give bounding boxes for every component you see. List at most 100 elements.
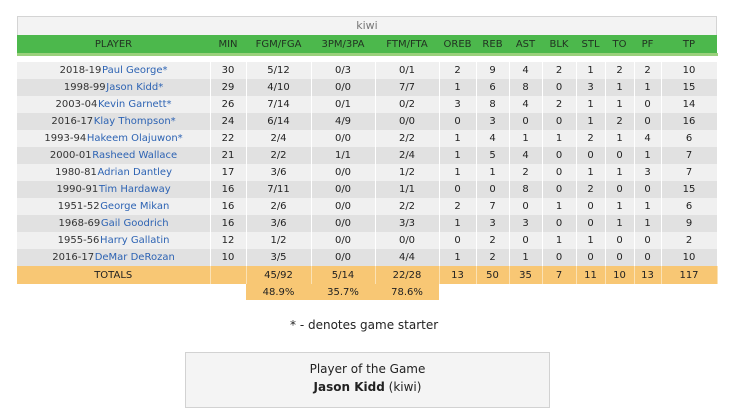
- col-header-to[interactable]: TO: [605, 35, 634, 56]
- stat-oreb: 0: [439, 181, 477, 198]
- col-header-blk[interactable]: BLK: [542, 35, 576, 56]
- totals-row: TOTALS 45/92 5/14 22/28 13 50 35 7 11 10…: [17, 266, 718, 284]
- stat-min: 29: [210, 79, 247, 96]
- stat-tp3: 0/0: [311, 181, 376, 198]
- stat-tp3: 0/0: [311, 130, 376, 147]
- percentages-row: 48.9% 35.7% 78.6%: [17, 284, 717, 300]
- stat-pf: 4: [634, 130, 662, 147]
- col-header-fg[interactable]: FGM/FGA: [246, 35, 311, 56]
- player-cell: 1968-69Gail Goodrich: [17, 215, 211, 232]
- player-name-link[interactable]: George Mikan: [100, 201, 170, 212]
- stat-fg: 3/6: [246, 215, 312, 232]
- stat-min: 17: [210, 164, 247, 181]
- stat-ft: 4/4: [375, 249, 440, 266]
- col-header-3p[interactable]: 3PM/3PA: [311, 35, 375, 56]
- stat-reb: 5: [476, 147, 510, 164]
- player-season: 2000-01: [49, 150, 92, 161]
- stat-ast: 1: [509, 249, 543, 266]
- stat-blk: 0: [542, 113, 577, 130]
- stat-stl: 0: [576, 249, 606, 266]
- stat-tp3: 0/0: [311, 164, 376, 181]
- player-row: 1968-69Gail Goodrich 16 3/6 0/0 3/3 1 3 3 0 0 1 1 9: [17, 215, 718, 232]
- stat-reb: 3: [476, 215, 510, 232]
- player-name-link[interactable]: Paul George*: [102, 65, 168, 76]
- col-header-stl[interactable]: STL: [576, 35, 605, 56]
- potg-player-name[interactable]: Jason Kidd: [313, 380, 385, 394]
- stat-blk: 1: [542, 130, 577, 147]
- player-name-link[interactable]: Gail Goodrich: [100, 218, 169, 229]
- spacer-row: [17, 54, 718, 62]
- stat-ast: 8: [509, 79, 543, 96]
- player-name-link[interactable]: Rasheed Wallace: [92, 150, 178, 161]
- player-cell: 2016-17DeMar DeRozan: [17, 249, 211, 266]
- player-season: 2018-19: [59, 65, 102, 76]
- totals-ft: 22/28: [375, 266, 440, 284]
- player-season: 1993-94: [44, 133, 87, 144]
- stat-blk: 0: [542, 215, 577, 232]
- stat-pf: 1: [634, 215, 662, 232]
- player-row: 1955-56Harry Gallatin 12 1/2 0/0 0/0 0 2 0 1 1 0 0 2: [17, 232, 718, 249]
- col-header-reb[interactable]: REB: [476, 35, 509, 56]
- stat-fg: 7/11: [246, 181, 312, 198]
- player-name-link[interactable]: Jason Kidd*: [106, 82, 164, 93]
- stat-fg: 3/5: [246, 249, 312, 266]
- stat-tp: 6: [661, 198, 718, 215]
- stat-tp3: 1/1: [311, 147, 376, 164]
- player-cell: 2000-01Rasheed Wallace: [17, 147, 211, 164]
- header-row: PLAYER MIN FGM/FGA 3PM/3PA FTM/FTA OREB …: [17, 35, 717, 56]
- col-header-pf[interactable]: PF: [634, 35, 661, 56]
- stat-blk: 0: [542, 164, 577, 181]
- player-row: 1951-52George Mikan 16 2/6 0/0 2/2 2 7 0 1 0 1 1 6: [17, 198, 718, 215]
- stat-stl: 1: [576, 164, 606, 181]
- totals-ast: 35: [509, 266, 543, 284]
- player-season: 2016-17: [52, 252, 95, 263]
- col-header-ft[interactable]: FTM/FTA: [375, 35, 439, 56]
- stat-min: 16: [210, 215, 247, 232]
- stat-tp: 9: [661, 215, 718, 232]
- stat-to: 1: [605, 79, 635, 96]
- stat-to: 1: [605, 164, 635, 181]
- stat-oreb: 1: [439, 79, 477, 96]
- stat-ast: 2: [509, 164, 543, 181]
- player-name-link[interactable]: Hakeem Olajuwon*: [86, 133, 183, 144]
- stat-tp3: 0/0: [311, 198, 376, 215]
- col-header-ast[interactable]: AST: [509, 35, 542, 56]
- stat-blk: 2: [542, 62, 577, 79]
- stat-pf: 0: [634, 232, 662, 249]
- player-name-link[interactable]: Harry Gallatin: [100, 235, 170, 246]
- player-cell: 1998-99Jason Kidd*: [17, 79, 211, 96]
- player-name-link[interactable]: Kevin Garnett*: [97, 99, 172, 110]
- player-name-link[interactable]: Tim Hardaway: [98, 184, 171, 195]
- player-season: 1968-69: [58, 218, 101, 229]
- player-cell: 1993-94Hakeem Olajuwon*: [17, 130, 211, 147]
- stat-oreb: 2: [439, 198, 477, 215]
- player-season: 2003-04: [55, 99, 98, 110]
- stat-fg: 6/14: [246, 113, 312, 130]
- stat-stl: 0: [576, 198, 606, 215]
- stat-blk: 0: [542, 79, 577, 96]
- player-name-link[interactable]: Adrian Dantley: [97, 167, 172, 178]
- stat-to: 1: [605, 96, 635, 113]
- player-name-link[interactable]: DeMar DeRozan: [94, 252, 175, 263]
- stat-reb: 2: [476, 232, 510, 249]
- stat-ast: 0: [509, 232, 543, 249]
- stat-stl: 1: [576, 62, 606, 79]
- player-name-link[interactable]: Klay Thompson*: [93, 116, 176, 127]
- totals-blk: 7: [542, 266, 577, 284]
- col-header-tp[interactable]: TP: [661, 35, 717, 56]
- totals-tp: 117: [661, 266, 718, 284]
- col-header-oreb[interactable]: OREB: [439, 35, 476, 56]
- box-score-table: kiwi PLAYER MIN FGM/FGA 3PM/3PA FTM/FTA …: [17, 16, 718, 300]
- stat-min: 30: [210, 62, 247, 79]
- col-header-min[interactable]: MIN: [210, 35, 246, 56]
- potg-team: (kiwi): [388, 380, 422, 394]
- player-season: 2016-17: [51, 116, 94, 127]
- stat-pf: 1: [634, 198, 662, 215]
- stat-blk: 1: [542, 232, 577, 249]
- col-header-player[interactable]: PLAYER: [17, 35, 210, 56]
- stat-ft: 0/0: [375, 113, 440, 130]
- player-row: 1980-81Adrian Dantley 17 3/6 0/0 1/2 1 1 2 0 1 1 3 7: [17, 164, 718, 181]
- totals-3p: 5/14: [311, 266, 376, 284]
- player-row: 1993-94Hakeem Olajuwon* 22 2/4 0/0 2/2 1 4 1 1 2 1…: [17, 130, 718, 147]
- stat-reb: 1: [476, 164, 510, 181]
